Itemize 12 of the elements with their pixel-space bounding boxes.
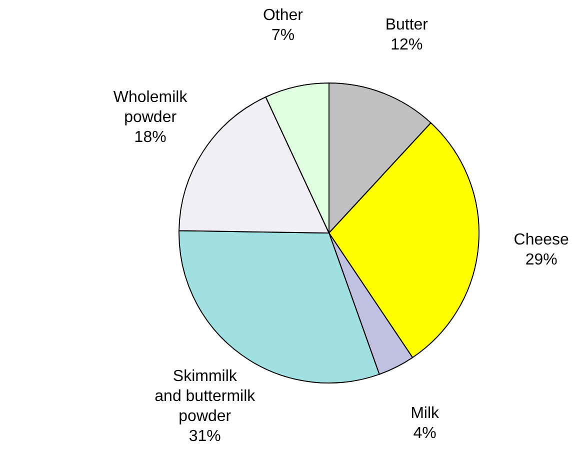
data-label: 12% [390, 36, 423, 54]
slice-label: Butter [385, 16, 429, 34]
slice-label: Skimmilk and buttermilk powder [154, 368, 256, 425]
data-label: 31% [188, 428, 221, 445]
slice-label: Other [262, 6, 304, 24]
data-label: 4% [413, 424, 436, 442]
slice-label: Milk [410, 404, 440, 422]
data-label: 29% [525, 251, 558, 268]
data-label: 7% [271, 26, 295, 44]
slice-label: Wholemilk powder [113, 88, 188, 126]
data-label: 18% [134, 128, 166, 146]
slice-label: Cheese [514, 231, 570, 248]
